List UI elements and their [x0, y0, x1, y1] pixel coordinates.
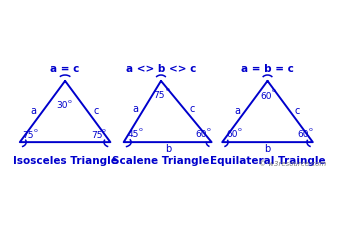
Text: 60: 60	[260, 92, 272, 101]
Text: 75: 75	[22, 131, 34, 140]
Text: a <> b <> c: a <> b <> c	[126, 64, 196, 74]
Text: o: o	[308, 127, 312, 132]
Text: c: c	[189, 104, 194, 114]
Text: a = b = c: a = b = c	[241, 64, 294, 74]
Text: a: a	[235, 106, 241, 116]
Text: o: o	[272, 88, 276, 94]
Text: Equilateral Traingle: Equilateral Traingle	[210, 156, 325, 166]
Text: 30: 30	[57, 101, 68, 110]
Text: o: o	[34, 128, 38, 133]
Text: o: o	[206, 127, 210, 132]
Text: o: o	[238, 127, 242, 132]
Text: 45: 45	[128, 130, 139, 139]
Text: a: a	[132, 104, 138, 114]
Text: a = c: a = c	[50, 64, 80, 74]
Text: c: c	[295, 106, 300, 116]
Text: Scalene Triangle: Scalene Triangle	[112, 156, 210, 166]
Text: 75: 75	[154, 91, 165, 100]
Text: Isosceles Triangle: Isosceles Triangle	[13, 156, 118, 166]
Text: b: b	[265, 144, 271, 154]
Text: o: o	[139, 127, 143, 132]
Text: 75: 75	[91, 131, 102, 140]
Text: 60: 60	[195, 130, 207, 139]
Text: b: b	[165, 144, 171, 154]
Text: o: o	[102, 128, 106, 133]
Text: 60: 60	[297, 130, 308, 139]
Text: c: c	[93, 106, 99, 116]
Text: 60: 60	[226, 130, 238, 139]
Text: © w3resource.com: © w3resource.com	[259, 161, 326, 167]
Text: o: o	[68, 99, 72, 104]
Text: o: o	[166, 87, 169, 92]
Text: a: a	[31, 106, 37, 116]
